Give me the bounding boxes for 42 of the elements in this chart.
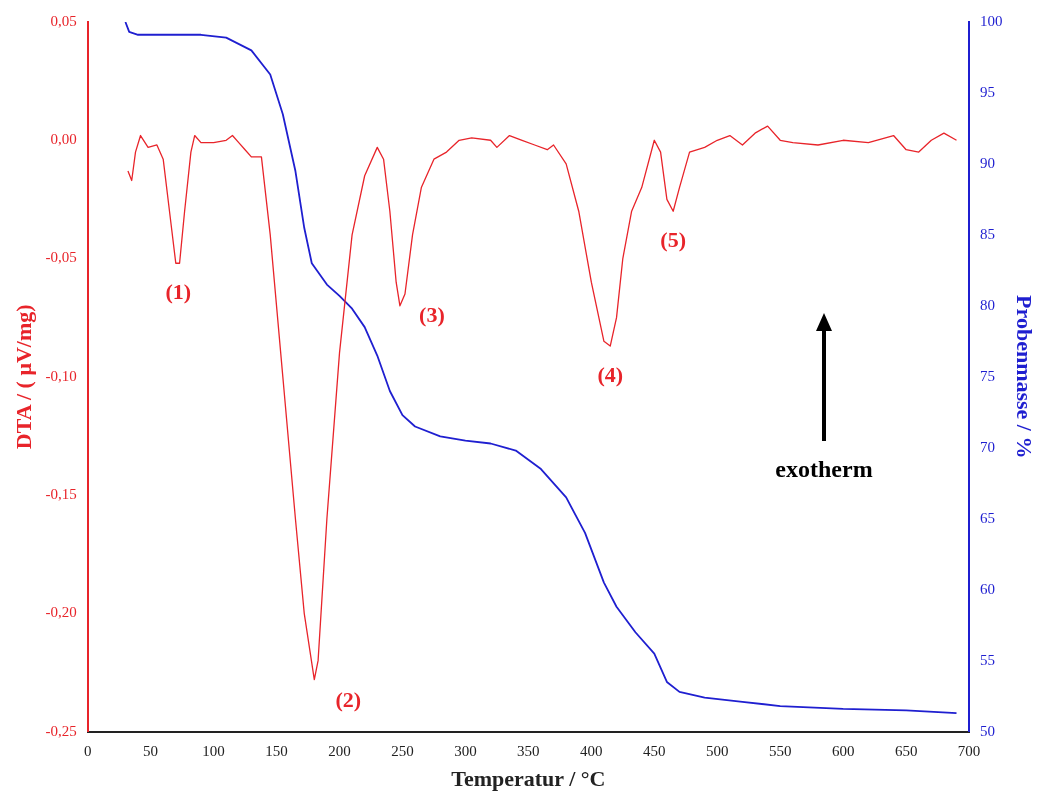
y-tick-label: 0,05 — [50, 12, 77, 29]
x-tick-label: 500 — [706, 742, 729, 759]
y2-tick-label: 80 — [980, 296, 996, 313]
y2-tick-label: 90 — [980, 154, 996, 171]
x-tick-label: 700 — [957, 742, 981, 759]
y-tick-label: -0,25 — [45, 722, 77, 739]
annotation: (1) — [165, 278, 192, 304]
y2-tick-label: 70 — [980, 438, 996, 455]
x-tick-label: 300 — [454, 742, 477, 759]
y2-tick-label: 95 — [980, 83, 996, 100]
y2-tick-label: 65 — [980, 509, 996, 526]
y2-tick-label: 85 — [980, 225, 996, 242]
x-tick-label: 250 — [391, 742, 414, 759]
y-tick-label: -0,05 — [45, 249, 77, 266]
annotation: (5) — [660, 226, 687, 252]
annotation: (4) — [597, 361, 624, 387]
x-tick-label: 200 — [328, 742, 351, 759]
x-tick-label: 0 — [83, 742, 92, 759]
y-axis-title: DTA / ( μV/mg) — [10, 304, 36, 450]
annotation: (3) — [419, 301, 445, 327]
x-tick-label: 350 — [517, 742, 540, 759]
y-tick-label: -0,15 — [45, 486, 77, 502]
y-tick-label: 0,00 — [50, 131, 77, 148]
x-tick-label: 600 — [831, 742, 855, 759]
y-tick-label: -0,20 — [45, 604, 77, 621]
annotation: (2) — [335, 687, 362, 713]
y2-tick-label: 50 — [980, 722, 996, 739]
x-tick-label: 50 — [143, 742, 159, 759]
y-tick-label: -0,10 — [45, 367, 77, 384]
x-tick-label: 650 — [894, 742, 918, 759]
x-tick-label: 100 — [202, 742, 225, 759]
y2-tick-label: 75 — [980, 367, 996, 384]
x-tick-label: 450 — [643, 742, 666, 759]
x-tick-label: 400 — [580, 742, 603, 759]
x-tick-label: 150 — [265, 742, 288, 759]
y2-tick-label: 100 — [980, 12, 1003, 29]
y2-tick-label: 55 — [980, 651, 996, 668]
annotation: exotherm — [774, 456, 874, 483]
y2-tick-label: 60 — [980, 580, 996, 597]
x-tick-label: 550 — [768, 742, 792, 759]
y2-axis-title: Probenmasse / % — [1012, 295, 1038, 459]
x-axis-title: Temperatur / °C — [451, 766, 606, 792]
